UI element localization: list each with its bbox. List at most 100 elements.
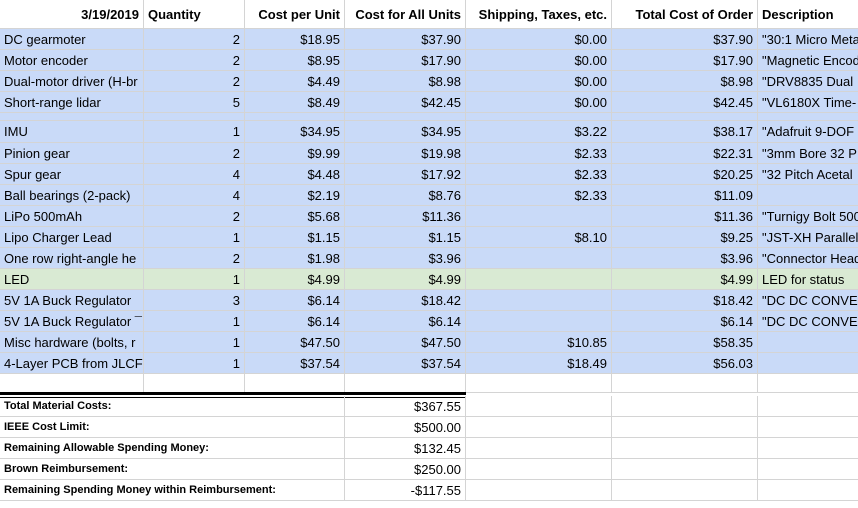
cell-total[interactable]: $20.25 [612, 164, 758, 185]
cell-ship[interactable]: $0.00 [466, 71, 612, 92]
cell-qty[interactable]: 2 [144, 206, 245, 227]
cell-empty[interactable] [612, 459, 758, 480]
cell-empty[interactable] [758, 438, 858, 459]
cell-desc[interactable]: LED for status [758, 269, 858, 290]
cell-item[interactable]: 4-Layer PCB from JLCF [0, 353, 144, 374]
cell-empty[interactable] [758, 459, 858, 480]
cell-item[interactable]: Ball bearings (2-pack) [0, 185, 144, 206]
cell-total[interactable]: $3.96 [612, 248, 758, 269]
cell-desc[interactable]: "32 Pitch Acetal [758, 164, 858, 185]
cell-empty[interactable] [758, 374, 858, 393]
cell-empty[interactable] [612, 417, 758, 438]
cell-desc[interactable] [758, 185, 858, 206]
cell-desc[interactable]: "Adafruit 9-DOF [758, 121, 858, 143]
cell-all[interactable]: $17.92 [345, 164, 466, 185]
cell-all[interactable]: $4.99 [345, 269, 466, 290]
header-shipping[interactable]: Shipping, Taxes, etc. [466, 0, 612, 29]
cell-ship[interactable] [466, 311, 612, 332]
cell-ship[interactable]: $2.33 [466, 143, 612, 164]
summary-value[interactable]: $132.45 [345, 438, 466, 459]
cell-empty[interactable] [245, 374, 345, 393]
cell-qty[interactable]: 2 [144, 71, 245, 92]
cell-empty[interactable] [466, 438, 612, 459]
cell-unit[interactable]: $34.95 [245, 121, 345, 143]
cell-desc[interactable]: "DC DC CONVE [758, 290, 858, 311]
cell-ship[interactable]: $0.00 [466, 50, 612, 71]
cell-unit[interactable]: $2.19 [245, 185, 345, 206]
cell-item[interactable]: Lipo Charger Lead [0, 227, 144, 248]
cell-qty[interactable]: 2 [144, 248, 245, 269]
cell-ship[interactable] [466, 206, 612, 227]
cell-qty[interactable] [144, 113, 245, 121]
cell-desc[interactable] [758, 353, 858, 374]
cell-all[interactable]: $11.36 [345, 206, 466, 227]
cell-item[interactable]: Misc hardware (bolts, r [0, 332, 144, 353]
cell-qty[interactable]: 1 [144, 311, 245, 332]
summary-value[interactable]: $500.00 [345, 417, 466, 438]
cell-item[interactable] [0, 113, 144, 121]
cell-all[interactable]: $47.50 [345, 332, 466, 353]
cell-total[interactable]: $58.35 [612, 332, 758, 353]
cell-ship[interactable]: $0.00 [466, 92, 612, 113]
cell-qty[interactable]: 1 [144, 269, 245, 290]
cell-ship[interactable] [466, 248, 612, 269]
header-description[interactable]: Description [758, 0, 858, 29]
cell-qty[interactable]: 1 [144, 121, 245, 143]
cell-total[interactable] [612, 113, 758, 121]
cell-ship[interactable] [466, 113, 612, 121]
cell-empty[interactable] [466, 480, 612, 501]
cell-item[interactable]: IMU [0, 121, 144, 143]
cell-ship[interactable]: $3.22 [466, 121, 612, 143]
cell-desc[interactable]: "JST-XH Parallel [758, 227, 858, 248]
cell-qty[interactable]: 4 [144, 164, 245, 185]
cell-all[interactable]: $8.76 [345, 185, 466, 206]
cell-desc[interactable]: "Turnigy Bolt 500 [758, 206, 858, 227]
cell-all[interactable]: $8.98 [345, 71, 466, 92]
cell-item[interactable]: Motor encoder [0, 50, 144, 71]
cell-unit[interactable]: $4.49 [245, 71, 345, 92]
summary-label[interactable]: Brown Reimbursement: [0, 459, 345, 480]
cell-unit[interactable]: $1.98 [245, 248, 345, 269]
cell-ship[interactable]: $0.00 [466, 29, 612, 50]
cell-empty[interactable] [612, 438, 758, 459]
cell-ship[interactable]: $2.33 [466, 185, 612, 206]
cell-qty[interactable]: 2 [144, 143, 245, 164]
cell-total[interactable]: $38.17 [612, 121, 758, 143]
cell-total[interactable]: $22.31 [612, 143, 758, 164]
cell-total[interactable]: $56.03 [612, 353, 758, 374]
cell-empty[interactable] [144, 374, 245, 393]
cell-unit[interactable]: $4.48 [245, 164, 345, 185]
cell-qty[interactable]: 1 [144, 227, 245, 248]
cell-all[interactable]: $18.42 [345, 290, 466, 311]
cell-empty[interactable] [612, 396, 758, 417]
cell-unit[interactable] [245, 113, 345, 121]
cell-total[interactable]: $11.36 [612, 206, 758, 227]
cell-item[interactable]: Pinion gear [0, 143, 144, 164]
cell-qty[interactable]: 5 [144, 92, 245, 113]
cell-qty[interactable]: 4 [144, 185, 245, 206]
cell-empty[interactable] [466, 417, 612, 438]
cell-empty[interactable] [466, 396, 612, 417]
cell-total[interactable]: $9.25 [612, 227, 758, 248]
summary-label[interactable]: Remaining Allowable Spending Money: [0, 438, 345, 459]
cell-all[interactable]: $17.90 [345, 50, 466, 71]
cell-unit[interactable]: $9.99 [245, 143, 345, 164]
cell-empty[interactable] [466, 459, 612, 480]
cell-ship[interactable]: $8.10 [466, 227, 612, 248]
cell-desc[interactable] [758, 113, 858, 121]
cell-desc[interactable]: "VL6180X Time- [758, 92, 858, 113]
cell-unit[interactable]: $37.54 [245, 353, 345, 374]
cell-all[interactable] [345, 113, 466, 121]
cell-all[interactable]: $37.90 [345, 29, 466, 50]
cell-all[interactable]: $37.54 [345, 353, 466, 374]
cell-desc[interactable] [758, 332, 858, 353]
cell-unit[interactable]: $6.14 [245, 311, 345, 332]
cell-desc[interactable]: "30:1 Micro Meta [758, 29, 858, 50]
cell-all[interactable]: $42.45 [345, 92, 466, 113]
cell-desc[interactable]: "DC DC CONVE [758, 311, 858, 332]
cell-qty[interactable]: 2 [144, 29, 245, 50]
cell-total[interactable]: $4.99 [612, 269, 758, 290]
cell-unit[interactable]: $1.15 [245, 227, 345, 248]
cell-total[interactable]: $18.42 [612, 290, 758, 311]
cell-ship[interactable] [466, 290, 612, 311]
